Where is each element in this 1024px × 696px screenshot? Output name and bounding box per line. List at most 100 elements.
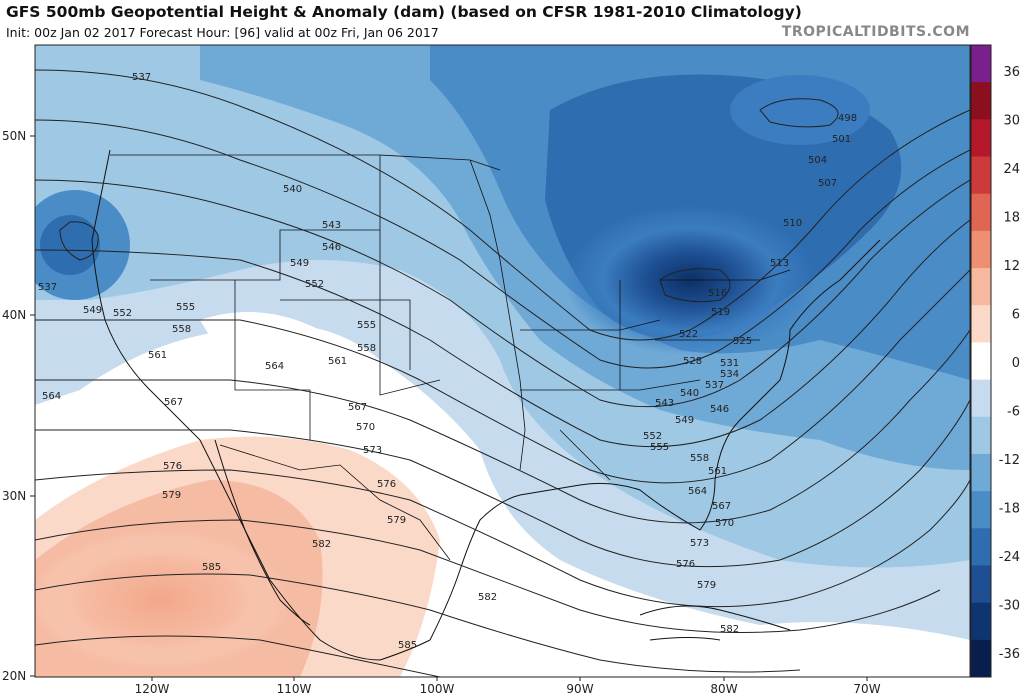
colorbar-swatch <box>971 342 991 381</box>
contour-label: 579 <box>162 490 181 501</box>
contour-label: 561 <box>708 466 727 477</box>
contour-label: 558 <box>172 324 191 335</box>
contour-label: 564 <box>688 486 707 497</box>
contour-label: 576 <box>163 461 182 472</box>
contour-label: 543 <box>322 220 341 231</box>
contour-label: 570 <box>715 518 734 529</box>
coastlines <box>91 149 881 661</box>
colorbar-swatch <box>971 268 991 306</box>
map-title: GFS 500mb Geopotential Height & Anomaly … <box>6 3 802 21</box>
colorbar-swatch <box>971 528 991 566</box>
contour-label: 582 <box>478 592 497 603</box>
contour-label: 555 <box>357 320 376 331</box>
colorbar-swatch <box>971 416 991 455</box>
brand-watermark: TROPICALTIDBITS.COM <box>781 24 970 40</box>
colorbar-tick-label: -36 <box>999 647 1020 662</box>
contour-label: 567 <box>164 397 183 408</box>
colorbar-swatch <box>971 45 991 83</box>
contour-label: 564 <box>265 361 284 372</box>
longitude-label: 110W <box>277 682 312 696</box>
contour-label: 573 <box>363 445 382 456</box>
colorbar-tick-label: 18 <box>1003 211 1020 226</box>
colorbar-swatch <box>971 119 991 158</box>
contour-label: 558 <box>690 453 709 464</box>
contour-label: 552 <box>643 431 662 442</box>
contour-label: 558 <box>357 343 376 354</box>
colorbar-swatch <box>971 230 991 269</box>
colorbar-swatch <box>971 639 991 678</box>
colorbar-swatch <box>971 453 991 492</box>
contour-label: 582 <box>312 539 331 550</box>
contour-label: 519 <box>711 307 730 318</box>
contour-label: 552 <box>113 308 132 319</box>
contour-label: 537 <box>705 380 724 391</box>
colorbar <box>970 44 992 678</box>
latitude-label: 20N <box>2 669 26 683</box>
colorbar-tick-label: -24 <box>999 550 1020 565</box>
colorbar-swatch <box>971 82 991 120</box>
contour-label: 543 <box>655 398 674 409</box>
colorbar-tick-label: 24 <box>1003 162 1020 177</box>
contour-label: 513 <box>770 258 789 269</box>
contour-label: 546 <box>710 404 729 415</box>
colorbar-swatch <box>971 565 991 604</box>
contour-label: 573 <box>690 538 709 549</box>
colorbar-tick-label: -18 <box>999 502 1020 517</box>
colorbar-swatch <box>971 379 991 418</box>
contour-label: 579 <box>697 580 716 591</box>
longitude-label: 80W <box>710 682 737 696</box>
colorbar-tick-label: 36 <box>1003 65 1020 80</box>
colorbar-tick-label: 12 <box>1003 259 1020 274</box>
contour-label: 555 <box>650 442 669 453</box>
colorbar-swatch <box>971 602 991 641</box>
colorbar-tick-label: 30 <box>1003 114 1020 129</box>
latitude-ticks <box>30 135 35 677</box>
colorbar-tick-label: -6 <box>1007 405 1020 420</box>
latitude-labels: 50N 40N 30N 20N <box>2 129 26 683</box>
longitude-ticks <box>151 677 868 681</box>
contour-label: 504 <box>808 155 827 166</box>
contour-label: 552 <box>305 279 324 290</box>
contour-label: 570 <box>356 422 375 433</box>
latitude-label: 40N <box>2 308 26 322</box>
colorbar-tick-label: -12 <box>999 453 1020 468</box>
colorbar-tick-label: 0 <box>1012 356 1020 371</box>
colorbar-swatch <box>971 305 991 343</box>
contour-label: 537 <box>132 72 151 83</box>
longitude-label: 100W <box>420 682 455 696</box>
plot-frame <box>34 44 971 678</box>
contour-labels: 498 501 504 507 510 513 516 519 522 525 … <box>38 72 857 651</box>
latitude-label: 50N <box>2 129 26 143</box>
contour-label: 525 <box>733 336 752 347</box>
contour-label: 561 <box>148 350 167 361</box>
contour-label: 510 <box>783 218 802 229</box>
contour-label: 549 <box>83 305 102 316</box>
colorbar-tick-label: 6 <box>1012 308 1020 323</box>
contour-label: 528 <box>683 356 702 367</box>
colorbar-tick-label: -30 <box>999 599 1020 614</box>
contour-label: 540 <box>680 388 699 399</box>
colorbar-ticks: 36 30 24 18 12 6 0 -6 -12 -18 -24 -30 -36 <box>999 65 1020 662</box>
contour-label: 576 <box>676 559 695 570</box>
colorbar-swatch <box>971 156 991 195</box>
colorbar-swatch <box>971 193 991 232</box>
contour-label: 585 <box>398 640 417 651</box>
contour-label: 546 <box>322 242 341 253</box>
contour-label: 582 <box>720 624 739 635</box>
anomaly-field <box>35 45 970 677</box>
longitude-labels: 120W 110W 100W 90W 80W 70W <box>135 682 881 696</box>
height-contours <box>35 69 970 677</box>
latitude-label: 30N <box>2 489 26 503</box>
borders <box>110 154 791 561</box>
contour-label: 540 <box>283 184 302 195</box>
contour-label: 555 <box>176 302 195 313</box>
longitude-label: 120W <box>135 682 170 696</box>
colorbar-frame <box>970 44 992 678</box>
contour-label: 498 <box>838 113 857 124</box>
contour-label: 576 <box>377 479 396 490</box>
contour-label: 567 <box>712 501 731 512</box>
contour-label: 567 <box>348 402 367 413</box>
contour-label: 549 <box>675 415 694 426</box>
longitude-label: 70W <box>853 682 880 696</box>
